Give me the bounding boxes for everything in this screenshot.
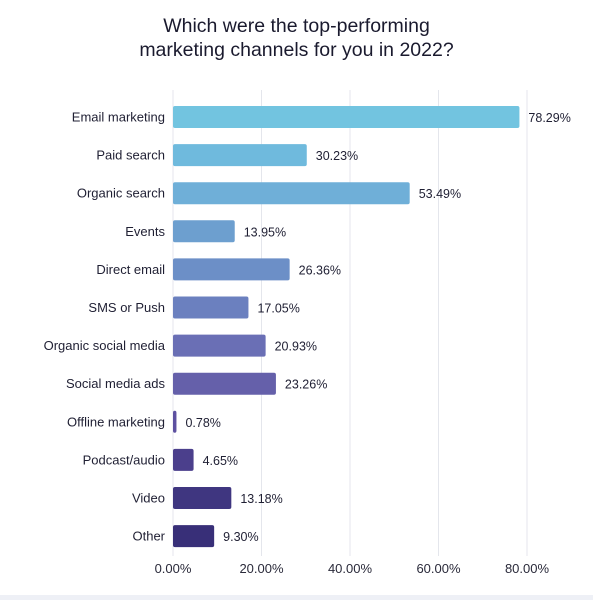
x-tick-label-3: 60.00% — [416, 561, 461, 576]
bar-5 — [173, 296, 249, 319]
chart-title: Which were the top-performing marketing … — [0, 14, 593, 62]
bottom-divider — [0, 595, 593, 600]
x-tick-label-1: 20.00% — [239, 561, 284, 576]
value-label-4: 26.36% — [299, 263, 341, 277]
bar-0 — [173, 106, 520, 128]
chart-title-line-2: marketing channels for you in 2022? — [139, 39, 454, 61]
category-label-3: Events — [125, 224, 165, 239]
value-label-9: 4.65% — [203, 454, 238, 468]
category-label-7: Social media ads — [66, 376, 165, 391]
x-tick-label-4: 80.00% — [505, 561, 550, 576]
category-label-8: Offline marketing — [67, 414, 165, 429]
bar-7 — [173, 372, 276, 395]
value-label-3: 13.95% — [244, 225, 286, 239]
value-label-11: 9.30% — [223, 530, 258, 544]
value-label-10: 13.18% — [240, 492, 282, 506]
category-label-11: Other — [132, 529, 165, 544]
value-label-1: 30.23% — [316, 149, 358, 163]
category-label-6: Organic social media — [44, 338, 166, 353]
category-label-1: Paid search — [96, 148, 165, 163]
bar-6 — [173, 334, 266, 357]
value-label-0: 78.29% — [528, 111, 570, 125]
x-tick-label-0: 0.00% — [155, 561, 192, 576]
bar-3 — [173, 220, 235, 243]
value-label-5: 17.05% — [257, 302, 299, 316]
category-label-0: Email marketing — [72, 110, 165, 125]
value-label-8: 0.78% — [185, 416, 220, 430]
gridlines — [172, 90, 528, 556]
category-label-5: SMS or Push — [88, 300, 165, 315]
x-tick-label-2: 40.00% — [328, 561, 373, 576]
category-label-10: Video — [132, 491, 165, 506]
chart-title-line-1: Which were the top-performing — [163, 15, 430, 37]
value-label-7: 23.26% — [285, 378, 327, 392]
bar-9 — [173, 448, 194, 471]
category-label-2: Organic search — [77, 186, 165, 201]
bar-2 — [173, 182, 410, 205]
category-label-4: Direct email — [96, 262, 165, 277]
bar-10 — [173, 487, 232, 509]
category-labels: Email marketing Paid search Organic search… — [44, 110, 166, 544]
category-label-9: Podcast/audio — [83, 452, 165, 467]
bar-8 — [173, 410, 177, 433]
value-labels: 78.29% 30.23% 53.49% 13.95% 26.36% 17.05% 20.9… — [185, 111, 570, 544]
x-axis-ticks: 0.00% 20.00% 40.00% 60.00% 80.00% — [155, 561, 550, 576]
bars — [173, 106, 520, 548]
bar-4 — [173, 258, 290, 281]
value-label-2: 53.49% — [419, 187, 461, 201]
value-label-6: 20.93% — [275, 340, 317, 354]
bar-1 — [173, 144, 307, 167]
bar-11 — [173, 525, 215, 548]
